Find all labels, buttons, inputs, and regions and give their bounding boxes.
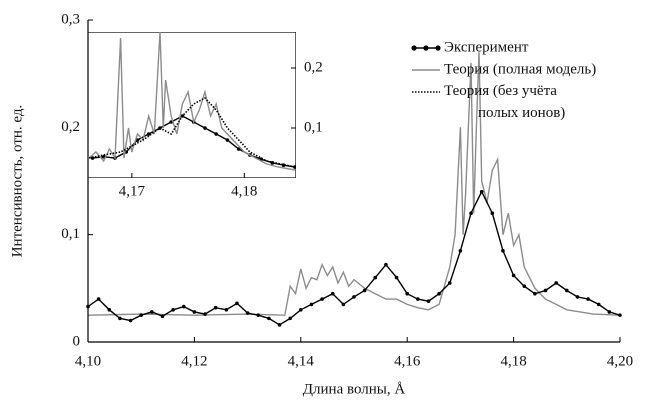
data-point [437,291,441,296]
data-point [352,295,356,299]
data-point [214,132,218,136]
data-point [607,310,612,314]
data-point [405,291,410,296]
data-point [96,297,101,301]
data-point [288,316,292,321]
y-tick-label: 0 [73,333,81,349]
data-point [469,211,473,215]
data-point [160,314,165,319]
data-point [181,304,186,309]
data-point [118,316,122,321]
x-tick-label: 4,12 [181,353,207,369]
data-point [522,284,527,288]
legend-label: Теория (без учёта полых ионов) [444,83,565,121]
data-point [203,126,207,130]
x-tick-label: 4,20 [607,353,633,369]
data-point [192,310,197,314]
data-point [107,308,112,312]
data-point [224,308,229,312]
main-plot [86,52,622,327]
data-point [256,313,261,317]
data-point [299,308,303,312]
data-point [320,297,324,301]
y-tick-label: 0,3 [61,11,80,27]
x-tick-label: 4,16 [394,353,421,369]
legend-marker [435,45,441,51]
series-line [87,190,621,326]
legend-marker [411,45,417,51]
data-point [618,313,622,317]
data-point [277,323,282,327]
data-point [458,248,463,253]
series-line [88,32,296,171]
data-point [501,248,505,253]
data-point [203,312,207,316]
data-point [596,302,601,307]
data-point [171,308,175,312]
data-point [309,302,314,307]
legend-marker [423,45,429,51]
inset [88,32,296,178]
legend-label: Теория (полная модель) [444,61,596,77]
data-point [490,211,495,215]
data-point [447,281,452,285]
data-point [575,295,580,299]
y-tick-label: 0,2 [61,119,80,135]
data-point [245,311,250,315]
y-tick-label: 0,1 [61,226,80,242]
x-tick-label: 4,10 [75,353,101,369]
data-point [128,318,133,323]
data-point [225,138,230,142]
data-point [554,281,558,285]
data-point [384,262,388,267]
data-point [150,310,154,314]
series-line [87,52,621,316]
data-point [213,305,218,310]
x-tick-label: 4,17 [119,183,146,199]
data-point [235,301,239,306]
data-point [362,288,367,293]
data-point [586,297,590,301]
data-point [146,132,151,136]
x-tick-label: 4,18 [231,183,257,199]
data-point [236,147,241,151]
data-point [267,316,271,321]
data-point [511,273,516,278]
data-point [533,291,537,296]
x-tick-label: 4,18 [500,353,526,369]
y-tick-label: 0,2 [304,59,323,75]
y-tick-label: 0,1 [304,119,323,135]
data-point [426,299,431,304]
data-point [139,313,143,317]
data-point [416,297,420,301]
x-tick-label: 4,14 [288,353,315,369]
data-point [341,302,346,307]
series-line [88,97,296,168]
data-point [479,189,484,194]
data-point [543,288,548,293]
data-point [373,275,378,280]
y-axis-label: Интенсивность, отн. ед. [9,105,25,258]
data-point [565,288,569,293]
data-point [394,275,399,280]
data-point [330,291,335,296]
legend-label: Эксперимент [444,39,529,55]
x-axis-label: Длина волны, Å [303,381,406,397]
